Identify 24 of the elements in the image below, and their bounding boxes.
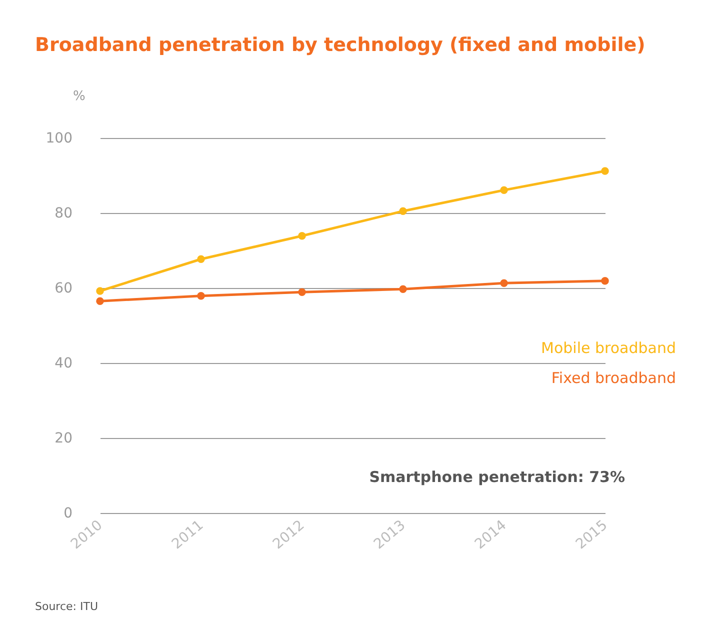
point [197, 292, 205, 300]
point [96, 297, 104, 305]
point [197, 255, 205, 263]
point [500, 279, 508, 287]
text: Fixed broadband [551, 369, 676, 387]
y-tick-label: 80 [54, 206, 72, 222]
point [399, 285, 407, 293]
y-axis-title: % [73, 89, 86, 104]
point [500, 186, 508, 194]
point [96, 287, 104, 295]
annotation: Smartphone penetration: 73% [369, 468, 625, 486]
chart-title: Broadband penetration by technology (fixed and mobile) [35, 34, 646, 56]
point [298, 232, 306, 240]
y-tick-label: 40 [54, 356, 72, 372]
text: Mobile broadband [541, 339, 676, 357]
source-note: Source: ITU [35, 600, 98, 613]
point [298, 288, 306, 296]
point [399, 207, 407, 215]
y-tick-label: 20 [54, 430, 72, 446]
y-tick-label: 60 [54, 280, 72, 296]
point [601, 277, 609, 285]
y-tick-label: 100 [46, 130, 72, 146]
y-tick-label: 0 [64, 506, 72, 522]
point [601, 167, 609, 175]
